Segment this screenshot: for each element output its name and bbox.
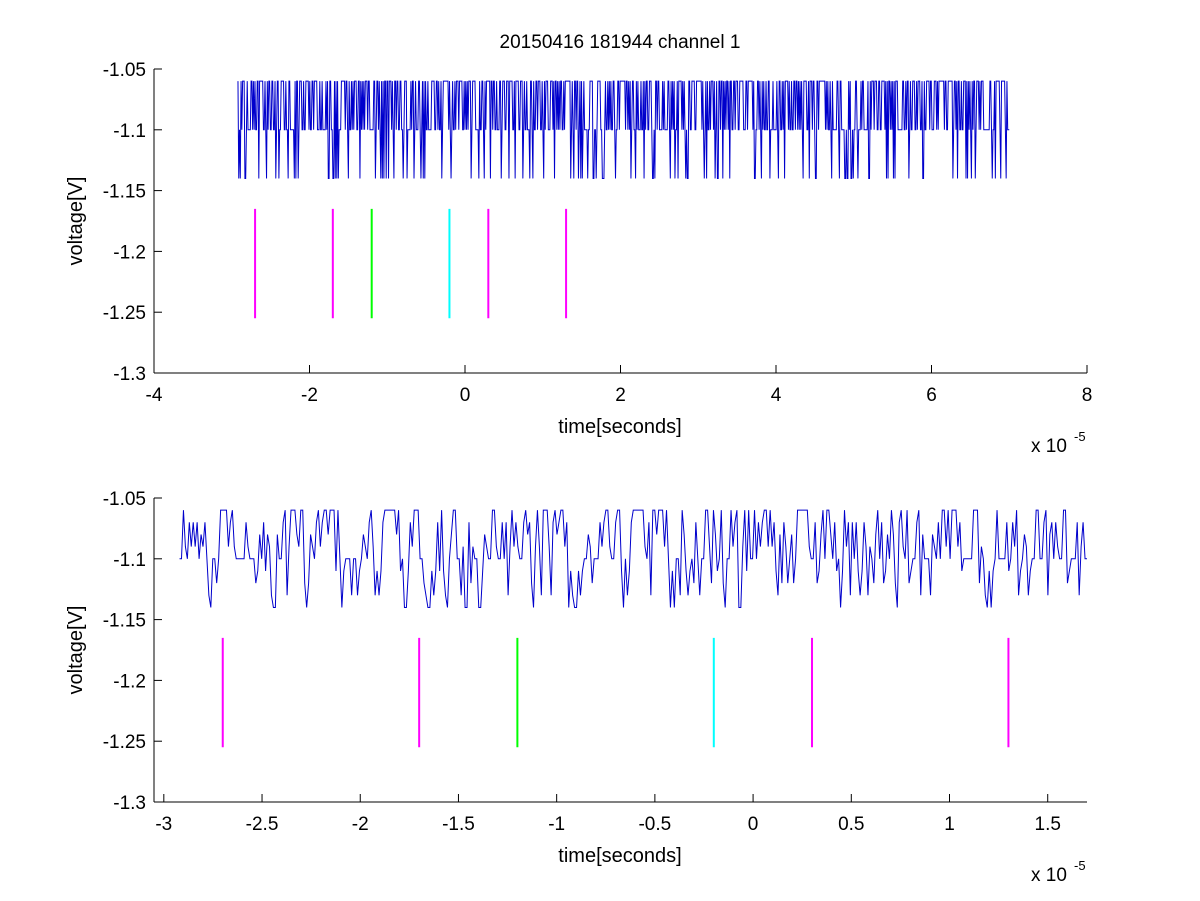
x-tick-label: 8 bbox=[1082, 385, 1093, 406]
x-tick-label: 4 bbox=[771, 385, 782, 406]
x-tick-label: -1.5 bbox=[442, 814, 475, 835]
y-tick-label: -1.15 bbox=[103, 611, 146, 632]
plot-top: -4 -2 0 2 4 6 8 -1.05 -1.1 -1.15 -1.2 -1.25 -1.3 time… bbox=[65, 60, 1092, 457]
x-tick-label: 1 bbox=[944, 814, 955, 835]
x-tick-label: 6 bbox=[926, 385, 937, 406]
x-tick-label: 0 bbox=[460, 385, 471, 406]
x-tick-label: -2.5 bbox=[246, 814, 279, 835]
y-tick-label: -1.25 bbox=[103, 303, 146, 324]
y-tick-label: -1.25 bbox=[103, 732, 146, 753]
x-axis-label: time[seconds] bbox=[558, 845, 681, 867]
x-tick-label: 1.5 bbox=[1035, 814, 1061, 835]
chart-title: 20150416 181944 channel 1 bbox=[500, 32, 741, 53]
x-exponent-label: x 10 bbox=[1031, 436, 1067, 457]
x-tick-label: -4 bbox=[146, 385, 163, 406]
x-tick-label: -1 bbox=[548, 814, 565, 835]
plot-bottom: -3 -2.5 -2 -1.5 -1 -0.5 0 0.5 1 1.5 -1.05 -1.1 -1.15… bbox=[65, 489, 1087, 886]
x-tick-label: -0.5 bbox=[638, 814, 671, 835]
x-tick-label: 0 bbox=[748, 814, 759, 835]
x-tick-label: 0.5 bbox=[838, 814, 864, 835]
x-axis-label: time[seconds] bbox=[558, 416, 681, 438]
x-exponent-power: -5 bbox=[1074, 429, 1086, 444]
y-tick-label: -1.1 bbox=[113, 121, 146, 142]
x-tick-label: -2 bbox=[352, 814, 369, 835]
y-tick-label: -1.1 bbox=[113, 550, 146, 571]
x-exponent-label: x 10 bbox=[1031, 865, 1067, 886]
x-tick-label: -2 bbox=[301, 385, 318, 406]
figure: 20150416 181944 channel 1 -4 -2 0 2 4 6 8 -1.05… bbox=[0, 0, 1200, 901]
y-axis-label: voltage[V] bbox=[65, 177, 87, 266]
x-tick-label: -3 bbox=[155, 814, 172, 835]
y-tick-label: -1.3 bbox=[113, 364, 146, 385]
y-tick-label: -1.3 bbox=[113, 793, 146, 814]
signal-line bbox=[180, 510, 1087, 607]
x-exponent-power: -5 bbox=[1074, 858, 1086, 873]
y-axis-label: voltage[V] bbox=[65, 606, 87, 695]
y-tick-label: -1.05 bbox=[103, 60, 146, 81]
x-tick-label: 2 bbox=[615, 385, 626, 406]
y-tick-label: -1.15 bbox=[103, 182, 146, 203]
y-tick-label: -1.2 bbox=[113, 242, 146, 263]
y-tick-label: -1.05 bbox=[103, 489, 146, 510]
signal-line bbox=[238, 81, 1009, 178]
y-tick-label: -1.2 bbox=[113, 671, 146, 692]
